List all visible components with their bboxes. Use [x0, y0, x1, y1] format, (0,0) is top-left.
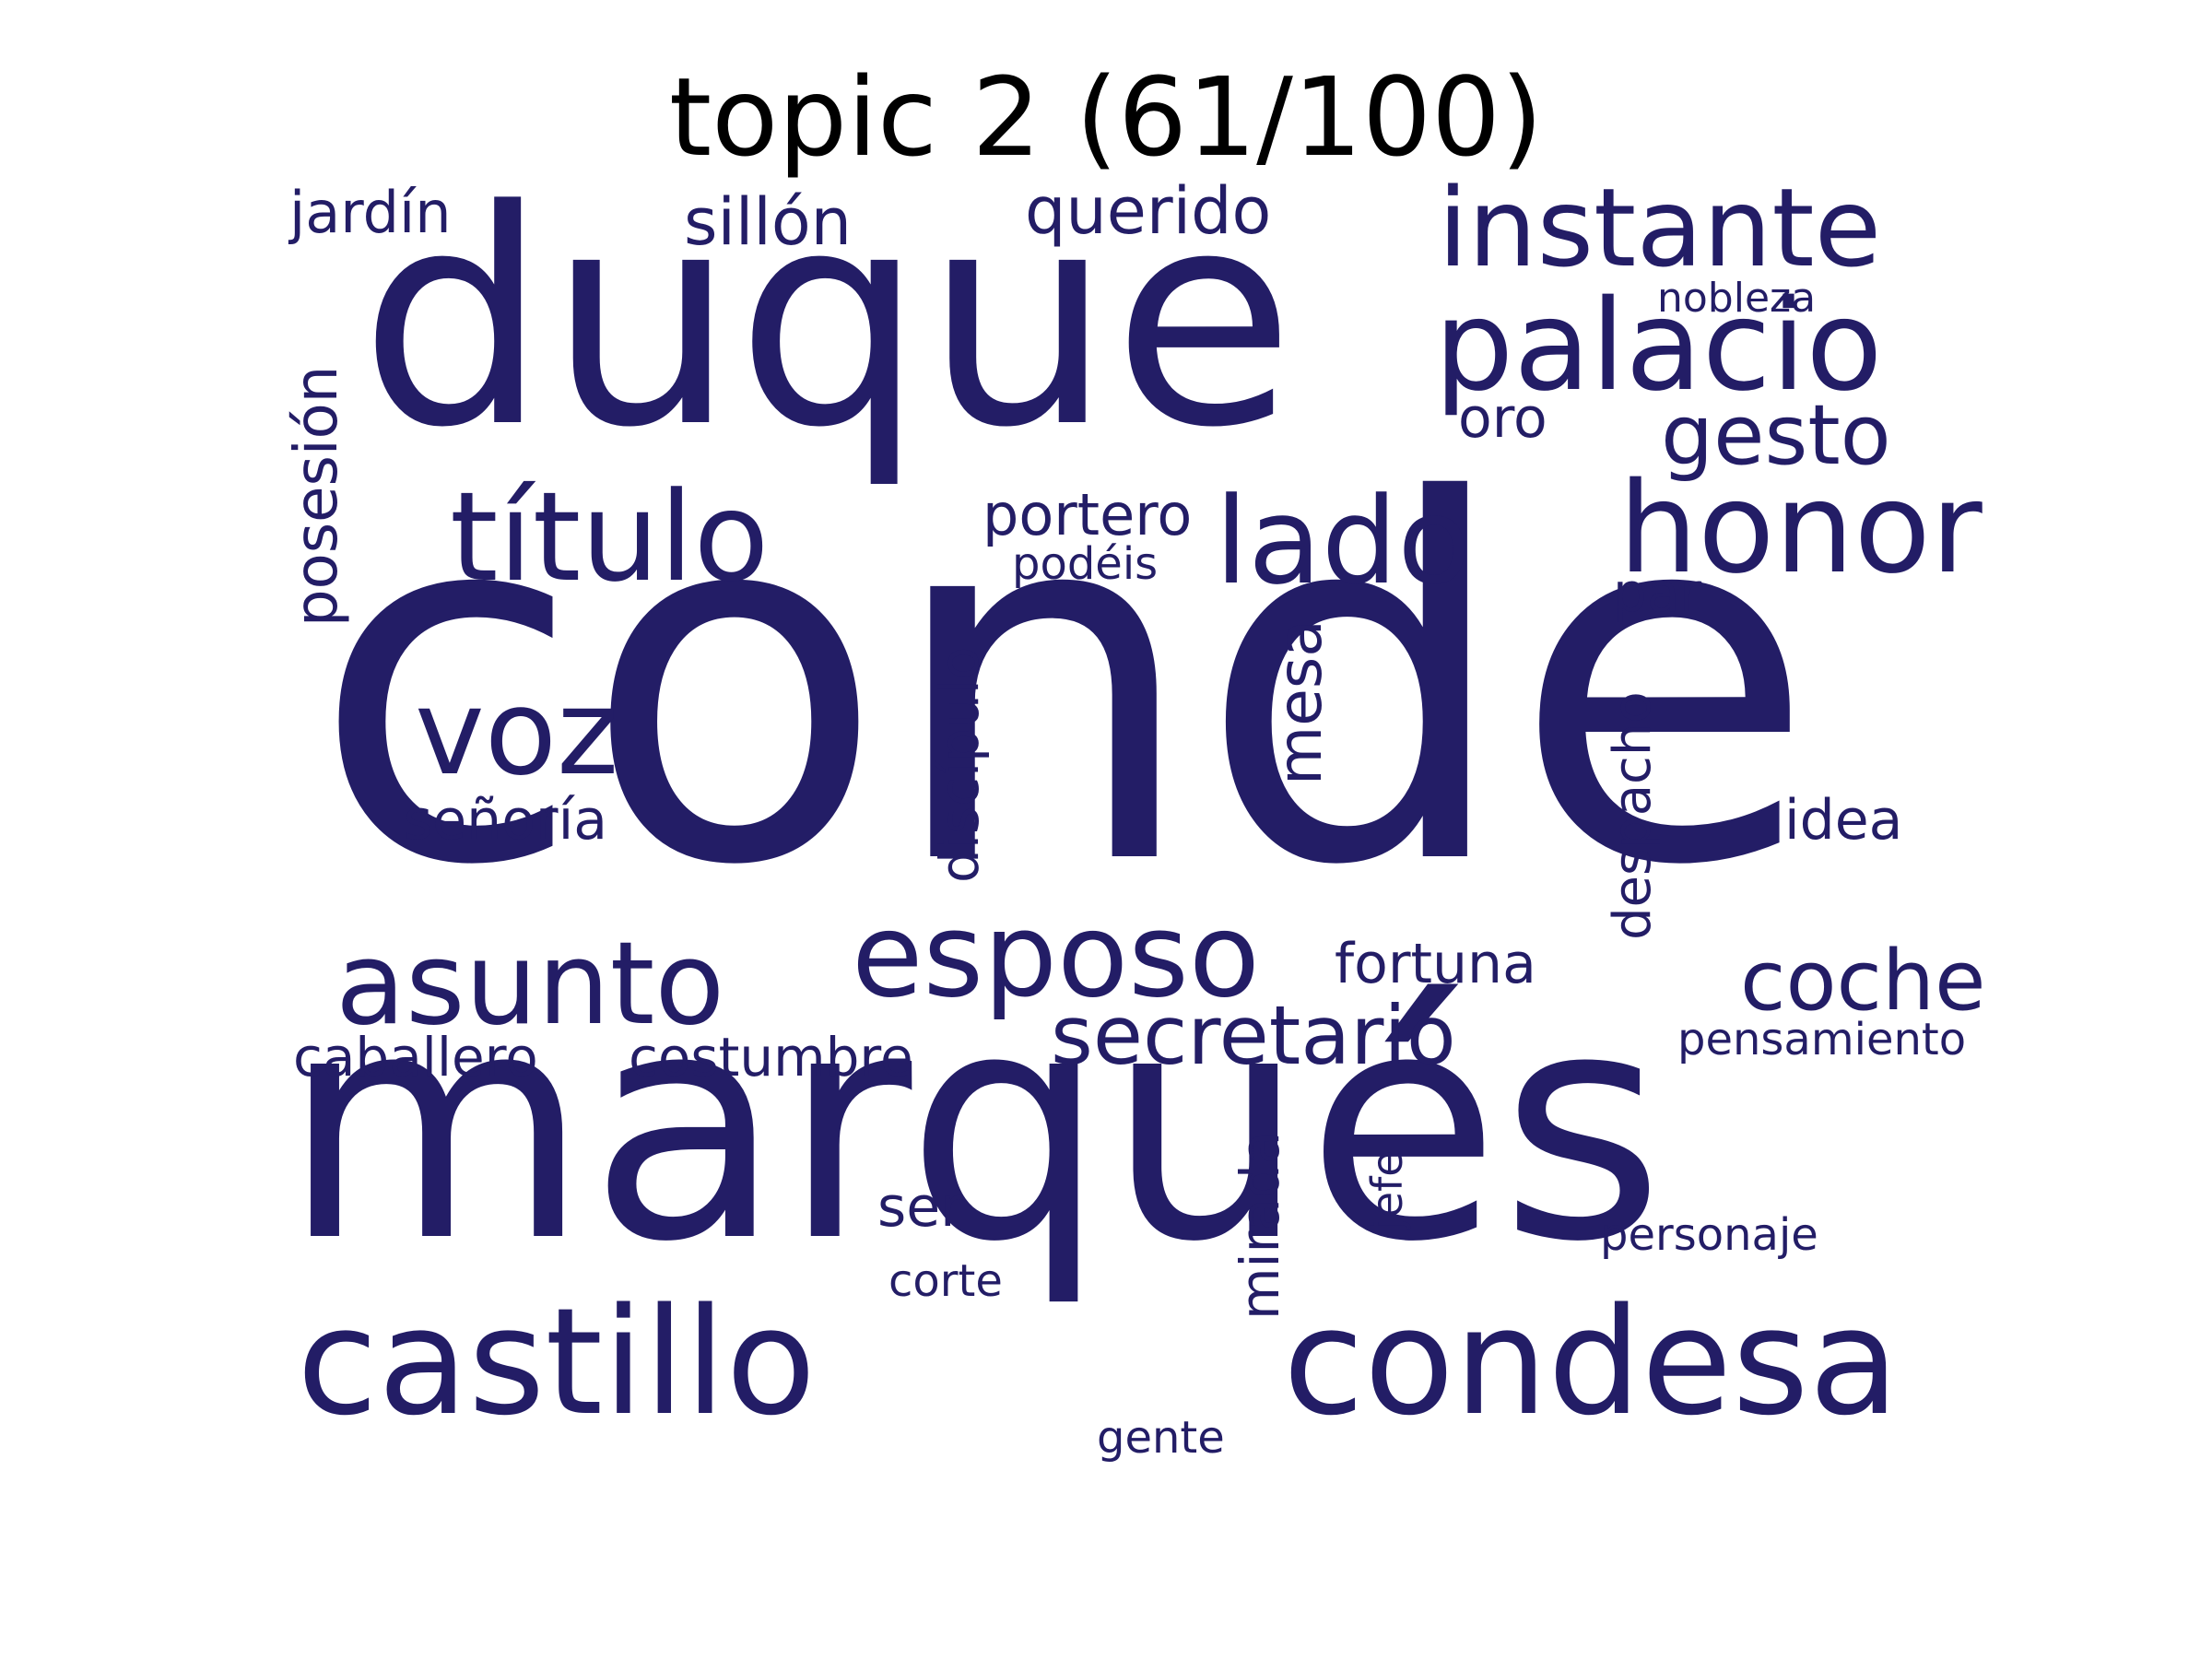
word-honor: honor	[1618, 456, 1983, 602]
word-despacho: despacho	[1603, 691, 1663, 940]
word-palacio: palacio	[1434, 274, 1883, 419]
word-caballero: caballero	[293, 1026, 538, 1088]
word-nobleza: nobleza	[1657, 275, 1817, 322]
word-mirada: mirada	[1229, 1131, 1291, 1320]
word-gente: gente	[1097, 1412, 1225, 1464]
word-titulo: título	[450, 465, 770, 609]
word-corte: corte	[888, 1255, 1003, 1307]
word-personaje: personaje	[1600, 1209, 1818, 1261]
word-gesto: gesto	[1661, 387, 1891, 484]
word-pensamiento: pensamiento	[1677, 1014, 1967, 1065]
word-par: par	[1613, 561, 1702, 624]
word-podeis: podéis	[1012, 538, 1159, 590]
word-discipulo: discípulo	[928, 646, 991, 883]
word-instante: instante	[1438, 164, 1882, 291]
word-posesion: posesión	[283, 365, 351, 627]
word-querido: querido	[1025, 173, 1272, 249]
word-jefe: jefe	[1362, 1150, 1412, 1230]
word-voz: voz	[415, 665, 619, 802]
word-esposo: esposo	[852, 888, 1260, 1023]
word-asunto: asunto	[335, 918, 725, 1051]
word-mesa: mesa	[1265, 619, 1335, 785]
word-jardin: jardín	[289, 179, 452, 246]
word-secretario: secretario	[1051, 988, 1456, 1083]
word-coche: coche	[1740, 933, 1986, 1030]
word-condesa: condesa	[1283, 1276, 1900, 1448]
word-fortuna: fortuna	[1335, 932, 1536, 996]
word-costumbre: costumbre	[629, 1026, 913, 1088]
word-sillon: sillón	[684, 184, 853, 260]
word-castillo: castillo	[297, 1276, 817, 1448]
word-oro: oro	[1458, 386, 1547, 451]
page-title: topic 2 (61/100)	[668, 53, 1544, 181]
word-portero: portero	[982, 481, 1193, 548]
word-lado: lado	[1215, 471, 1471, 611]
word-marques: marqués	[282, 944, 1665, 1311]
word-idea: idea	[1784, 788, 1903, 853]
word-duque: duque	[359, 147, 1296, 492]
word-senoria: señoría	[404, 788, 608, 853]
word-conde: conde	[312, 398, 1817, 973]
word-ser: ser	[877, 1175, 963, 1240]
